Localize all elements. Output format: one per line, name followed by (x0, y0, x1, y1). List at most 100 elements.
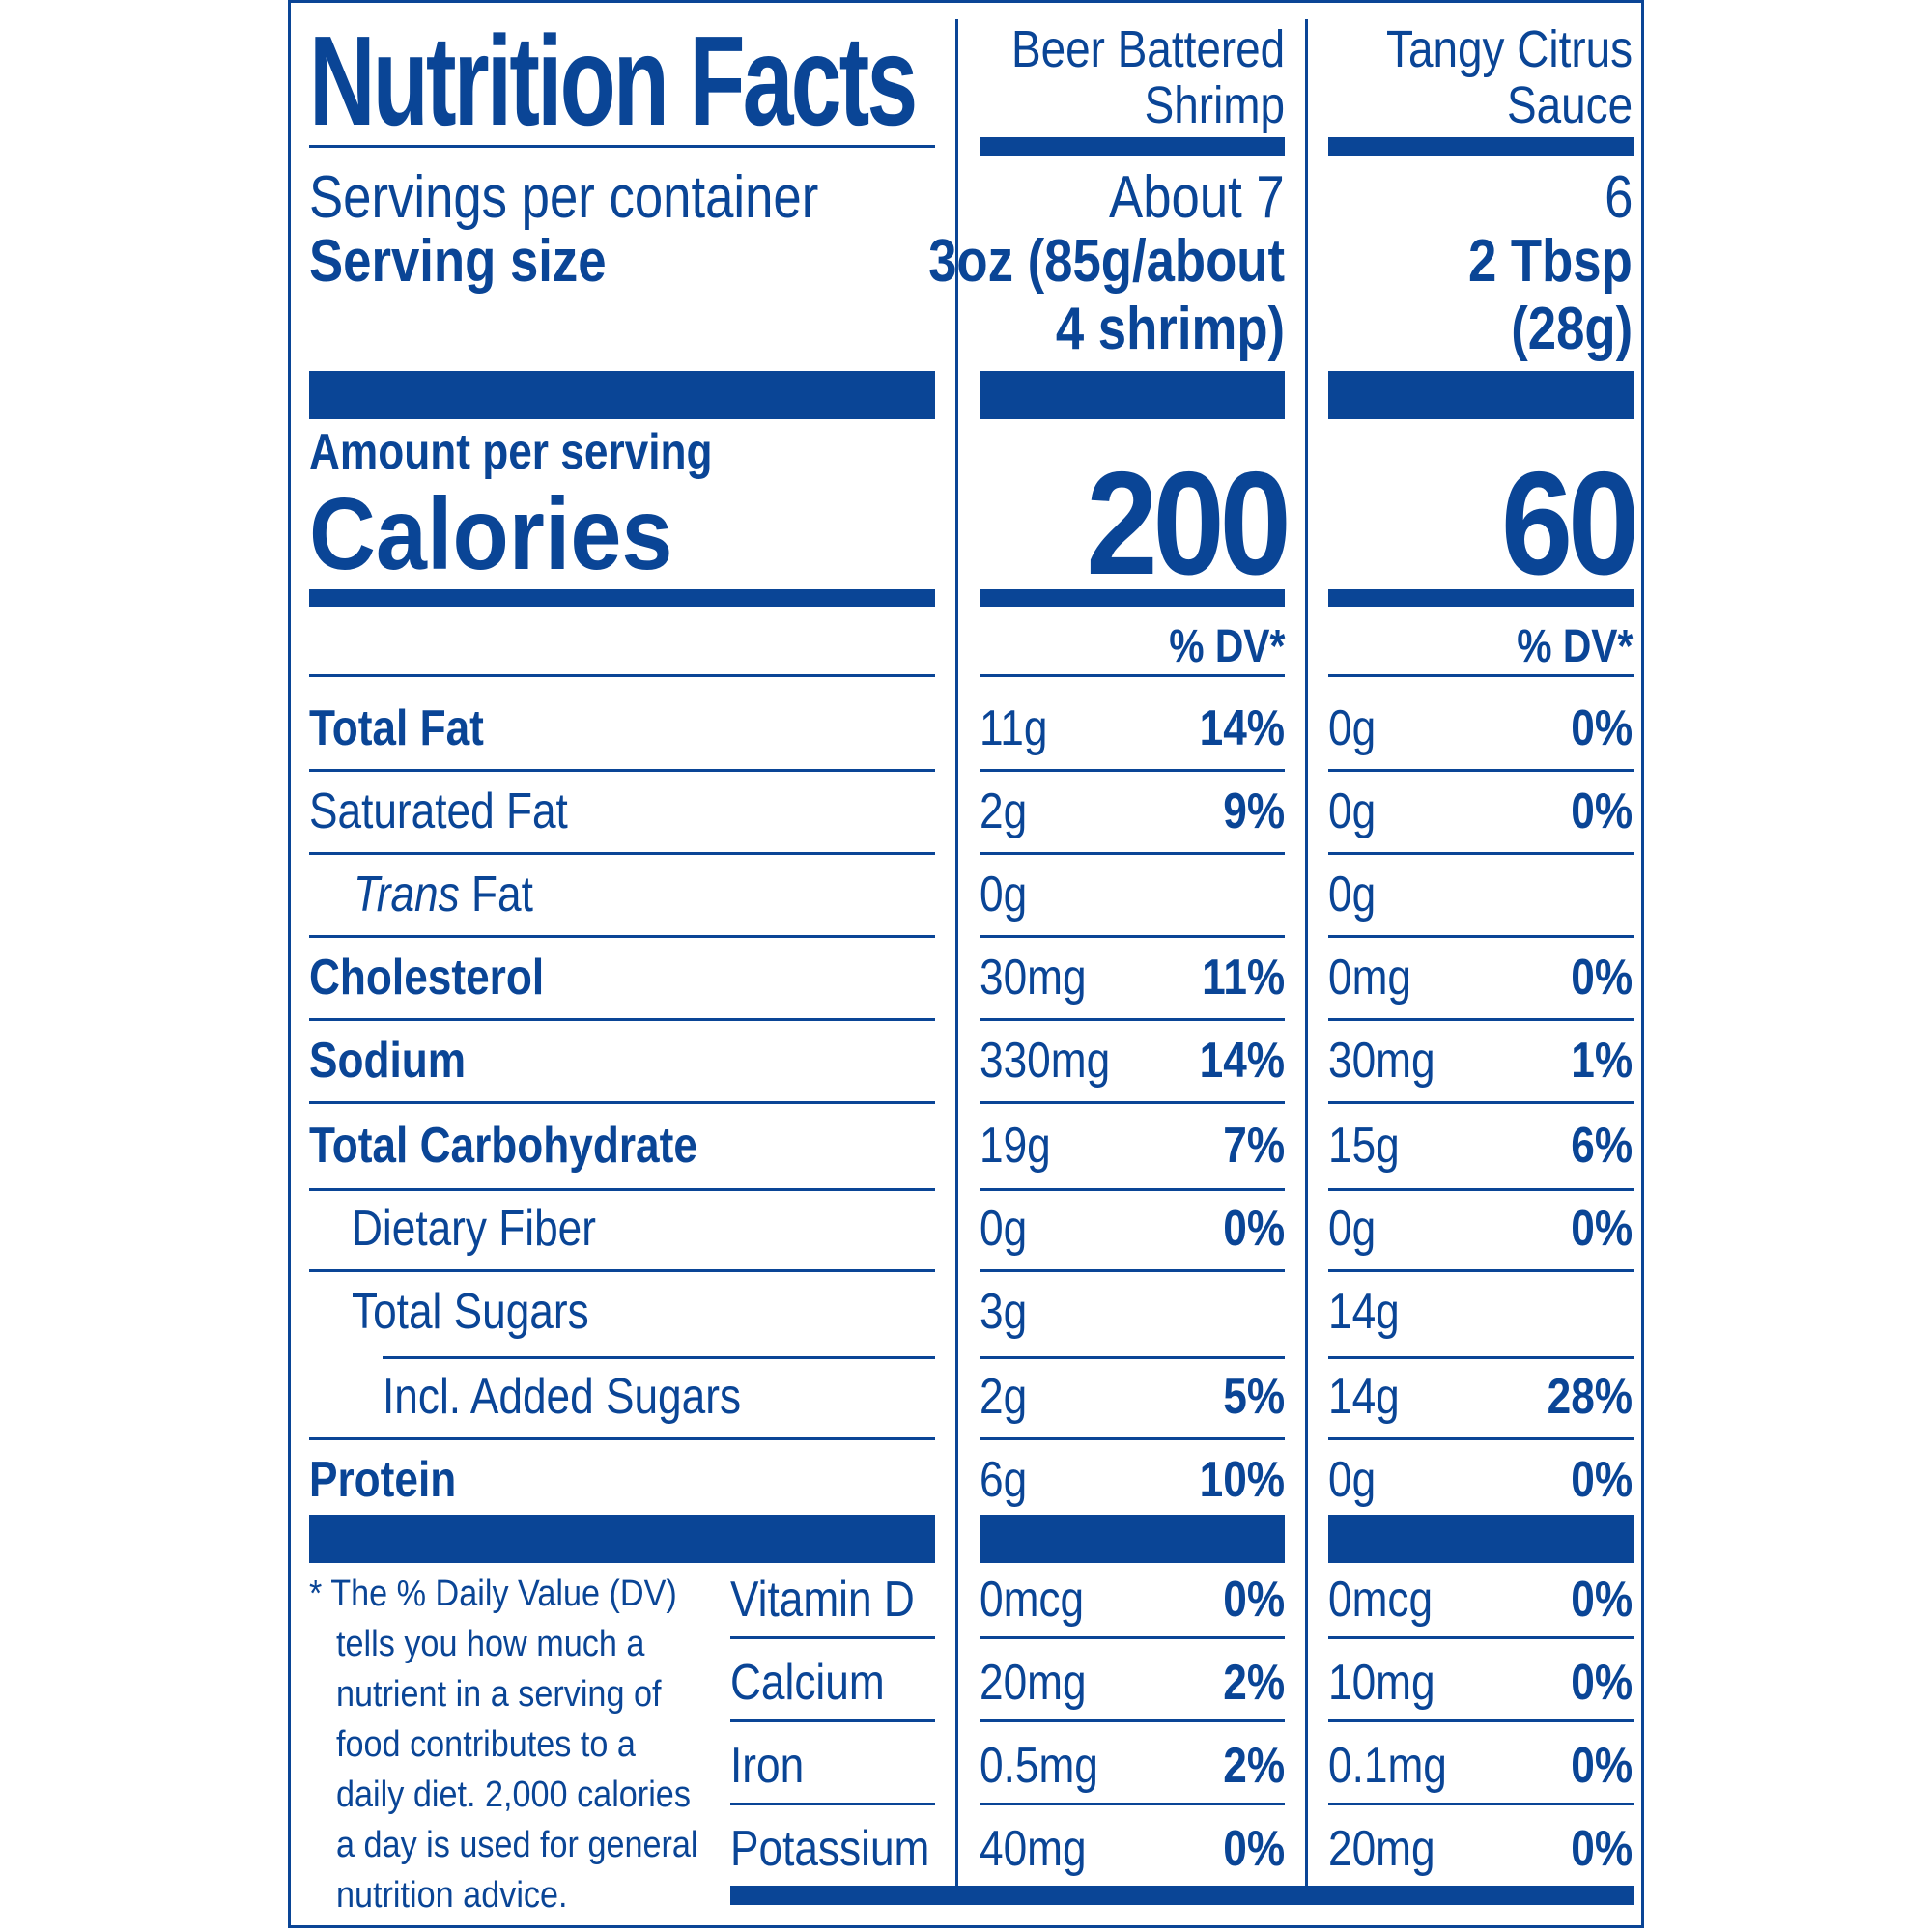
product-2-dv-header: % DV* (1516, 621, 1633, 672)
product-1-amount: 0g (980, 1201, 1028, 1257)
product-2-amount: 0g (1328, 783, 1377, 839)
row-divider (1328, 1803, 1634, 1805)
product-1-dv: 14% (1199, 1033, 1285, 1089)
product-1-amount: 30mg (980, 950, 1087, 1006)
row-divider (1328, 1437, 1634, 1440)
row-divider (980, 1101, 1285, 1104)
serving-size-label: Serving size (309, 228, 607, 295)
product-1-amount: 11g (980, 700, 1048, 756)
footnote-line-1: * The % Daily Value (DV) (309, 1574, 677, 1614)
product-1-amount: 0mcg (980, 1572, 1085, 1628)
row-divider (309, 1188, 935, 1191)
row-divider (309, 1101, 935, 1104)
row-divider (1328, 1719, 1634, 1722)
product-2-serving-size-line1: 2 Tbsp (1468, 228, 1633, 295)
product-2-name-line2: Sauce (1506, 76, 1633, 134)
vitamins-thick-bar-label (309, 1515, 935, 1563)
footnote-line-4: food contributes to a (336, 1724, 636, 1765)
product-1-dv: 7% (1223, 1118, 1285, 1174)
product-1-name-line2: Shrimp (1144, 76, 1285, 134)
product-1-dv: 10% (1199, 1452, 1285, 1508)
product-2-amount: 30mg (1328, 1033, 1435, 1089)
row-divider (730, 1719, 935, 1722)
product-2-dv: 0% (1571, 1452, 1633, 1508)
dv-header-line-label (309, 674, 935, 677)
product-1-amount: 40mg (980, 1821, 1087, 1877)
product-1-dv: 0% (1223, 1201, 1285, 1257)
product-2-serving-size-line2: (28g) (1511, 296, 1633, 362)
column-divider-2 (1305, 19, 1308, 1903)
row-divider (1328, 1636, 1634, 1639)
amount-per-serving-label: Amount per serving (309, 424, 713, 480)
product-1-amount: 0g (980, 867, 1028, 923)
footnote-line-2: tells you how much a (336, 1624, 645, 1664)
product-1-dv: 11% (1201, 950, 1285, 1006)
product-2-amount: 0g (1328, 1201, 1377, 1257)
dv-header-line-product-1 (980, 674, 1285, 677)
nutrient-label: Total Carbohydrate (309, 1118, 697, 1174)
footnote-line-6: a day is used for general (336, 1825, 698, 1865)
row-divider (980, 769, 1285, 772)
product-1-name-line1: Beer Battered (1010, 20, 1285, 78)
servings-label: Servings per container (309, 164, 819, 231)
vitamins-thick-bar-product-1 (980, 1515, 1285, 1563)
row-divider (980, 1188, 1285, 1191)
product-1-amount: 2g (980, 1369, 1028, 1425)
row-divider (309, 769, 935, 772)
row-divider (309, 1018, 935, 1021)
footnote-line-3: nutrient in a serving of (336, 1674, 662, 1715)
row-divider (1328, 1018, 1634, 1021)
nutrient-label: Total Sugars (352, 1284, 589, 1340)
bottom-thick-bar (730, 1886, 1634, 1905)
product-2-amount: 0g (1328, 867, 1377, 923)
trans-rest: Fat (459, 867, 533, 923)
product-2-amount: 0.1mg (1328, 1738, 1447, 1794)
footnote-line-7: nutrition advice. (336, 1875, 568, 1916)
calories-bar-label (309, 589, 935, 607)
product-1-dv: 9% (1223, 783, 1285, 839)
product-1-dv: 0% (1223, 1572, 1285, 1628)
product-1-dv: 0% (1223, 1821, 1285, 1877)
product-2-thick-bar (1328, 371, 1634, 419)
row-divider (980, 1803, 1285, 1805)
row-divider (309, 1269, 935, 1272)
row-divider (383, 1356, 935, 1359)
product-2-amount: 0g (1328, 700, 1377, 756)
footnote-line-5: daily diet. 2,000 calories (336, 1775, 691, 1815)
nutrient-label: Saturated Fat (309, 783, 568, 839)
column-divider-1 (955, 19, 958, 1903)
product-1-servings: About 7 (1109, 164, 1285, 231)
row-divider (980, 1719, 1285, 1722)
vitamin-label: Potassium (730, 1821, 930, 1877)
vitamin-label: Vitamin D (730, 1572, 915, 1628)
vitamins-thick-bar-product-2 (1328, 1515, 1634, 1563)
row-divider (980, 1018, 1285, 1021)
row-divider (309, 935, 935, 938)
product-2-dv: 0% (1571, 950, 1633, 1006)
product-2-amount: 14g (1328, 1284, 1400, 1340)
product-2-dv: 0% (1571, 1738, 1633, 1794)
nutrient-label: Protein (309, 1452, 457, 1508)
product-2-dv: 0% (1571, 1572, 1633, 1628)
nutrition-label-frame (288, 0, 1644, 1928)
product-1-dv: 2% (1223, 1655, 1285, 1711)
row-divider (980, 852, 1285, 855)
product-2-amount: 0mcg (1328, 1572, 1434, 1628)
product-2-dv: 0% (1571, 1821, 1633, 1877)
product-2-dv: 1% (1571, 1033, 1633, 1089)
product-1-serving-size-line2: 4 shrimp) (1055, 296, 1285, 362)
calories-label: Calories (309, 477, 673, 591)
row-divider (980, 1269, 1285, 1272)
nutrient-label: Incl. Added Sugars (383, 1369, 742, 1425)
row-divider (980, 1437, 1285, 1440)
product-2-dv: 0% (1571, 1201, 1633, 1257)
product-2-amount: 10mg (1328, 1655, 1435, 1711)
vitamin-label: Calcium (730, 1655, 885, 1711)
product-2-dv: 0% (1571, 1655, 1633, 1711)
row-divider (1328, 1356, 1634, 1359)
product-2-header-bar (1328, 137, 1634, 156)
row-divider (1328, 935, 1634, 938)
row-divider (1328, 769, 1634, 772)
title-underline (309, 145, 935, 148)
product-1-amount: 3g (980, 1284, 1028, 1340)
